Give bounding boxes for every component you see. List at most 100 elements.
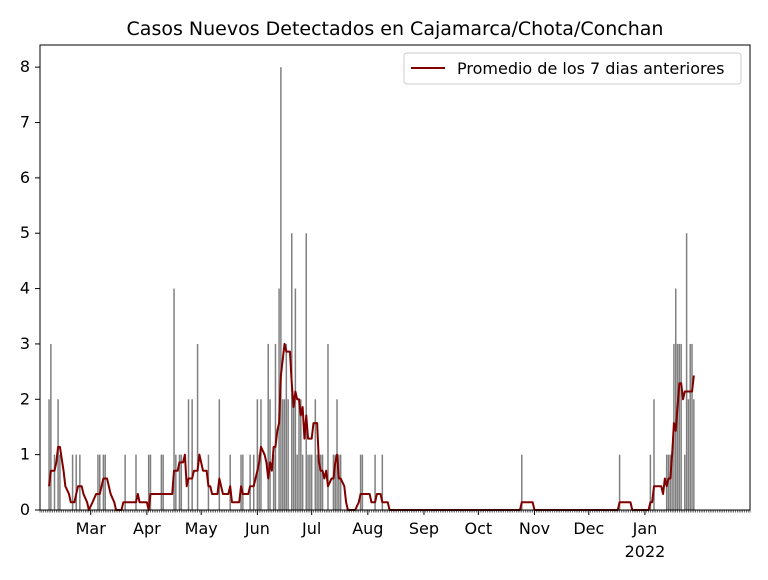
- x-year-label: 2022: [625, 542, 666, 561]
- bar: [680, 343, 682, 510]
- bar: [684, 454, 686, 510]
- bar: [71, 454, 74, 510]
- bar: [75, 454, 77, 510]
- y-tick-label: 4: [20, 279, 30, 298]
- bar: [310, 454, 313, 510]
- bar: [653, 399, 655, 510]
- series-line-7-day-average: [48, 342, 695, 511]
- bar: [321, 454, 324, 510]
- bar: [287, 399, 289, 510]
- bar: [381, 454, 384, 510]
- x-tick-label: Mar: [76, 519, 107, 538]
- bar: [649, 454, 652, 510]
- legend-box: [403, 52, 742, 85]
- bar: [249, 454, 251, 510]
- y-tick-label: 3: [20, 334, 30, 353]
- bar: [296, 454, 298, 510]
- bar: [258, 454, 260, 510]
- bar: [374, 454, 376, 510]
- bar: [693, 399, 695, 510]
- legend: Promedio de los 7 dias anteriores: [403, 52, 742, 85]
- bar: [173, 288, 175, 510]
- bar: [175, 454, 177, 510]
- bar: [104, 454, 106, 510]
- bar: [674, 288, 677, 510]
- bar: [671, 454, 673, 510]
- bar: [50, 343, 52, 510]
- bar: [359, 454, 362, 510]
- bar: [301, 454, 304, 510]
- bar: [256, 399, 259, 510]
- x-tick-label: May: [185, 519, 218, 538]
- axes: 0 1 2 3 4 5 6 7 8 Mar Apr May Jun Jul Aug Sep Oct Nov Dec J…: [20, 44, 751, 561]
- bar: [240, 454, 242, 510]
- y-tick-label: 7: [20, 113, 30, 132]
- x-tick-label: Oct: [464, 519, 492, 538]
- bar: [242, 454, 244, 510]
- bar: [59, 454, 61, 510]
- bar: [305, 233, 307, 510]
- y-tick-label: 6: [20, 168, 30, 187]
- x-tick-label: Jun: [244, 519, 270, 538]
- bar: [196, 343, 199, 510]
- bar: [285, 343, 288, 510]
- bar: [280, 67, 282, 510]
- y-tick-label: 1: [20, 445, 30, 464]
- bar: [332, 454, 335, 510]
- bar: [689, 343, 691, 510]
- bar: [272, 454, 275, 510]
- bar: [269, 399, 271, 510]
- bar: [149, 454, 152, 510]
- axes-frame: [39, 44, 751, 511]
- bar: [218, 399, 221, 510]
- bar: [180, 454, 183, 510]
- bar: [338, 454, 340, 510]
- y-tick-label: 2: [20, 389, 30, 408]
- bar: [147, 454, 150, 510]
- bar: [685, 233, 688, 510]
- bar: [162, 454, 164, 510]
- legend-label: Promedio de los 7 dias anteriores: [457, 59, 724, 78]
- bar: [309, 454, 311, 510]
- bar: [334, 454, 336, 510]
- bar: [267, 343, 269, 510]
- bar: [687, 399, 690, 510]
- bar: [691, 343, 693, 510]
- bar: [281, 399, 284, 510]
- plot-area: [48, 67, 695, 511]
- bar: [178, 454, 181, 510]
- bar: [307, 454, 309, 510]
- bar: [283, 399, 286, 510]
- bar: [160, 454, 163, 510]
- bar: [229, 454, 231, 510]
- x-tick-label: Jan: [632, 519, 658, 538]
- bar: [300, 399, 302, 510]
- y-tick-label: 5: [20, 223, 30, 242]
- y-tick-label: 8: [20, 57, 30, 76]
- bar: [48, 399, 50, 510]
- bar: [669, 454, 672, 510]
- bar: [314, 399, 317, 510]
- bar: [292, 399, 295, 510]
- x-tick-label: Aug: [352, 519, 383, 538]
- bar: [316, 454, 318, 510]
- x-tick-label: Dec: [573, 519, 604, 538]
- bar: [99, 454, 101, 510]
- bar: [618, 454, 621, 510]
- bar: [327, 343, 329, 510]
- chart-title: Casos Nuevos Detectados en Cajamarca/Cho…: [127, 18, 664, 40]
- bar: [521, 454, 523, 510]
- bar: [298, 399, 300, 510]
- bar: [678, 343, 681, 510]
- x-tick-label: Jul: [301, 519, 321, 538]
- bar: [124, 454, 126, 510]
- bar: [53, 454, 56, 510]
- bar: [318, 454, 320, 510]
- bar: [97, 454, 99, 510]
- x-tick-label: Sep: [409, 519, 439, 538]
- x-tick-label: Nov: [519, 519, 550, 538]
- bar: [676, 343, 679, 510]
- bar: [339, 454, 342, 510]
